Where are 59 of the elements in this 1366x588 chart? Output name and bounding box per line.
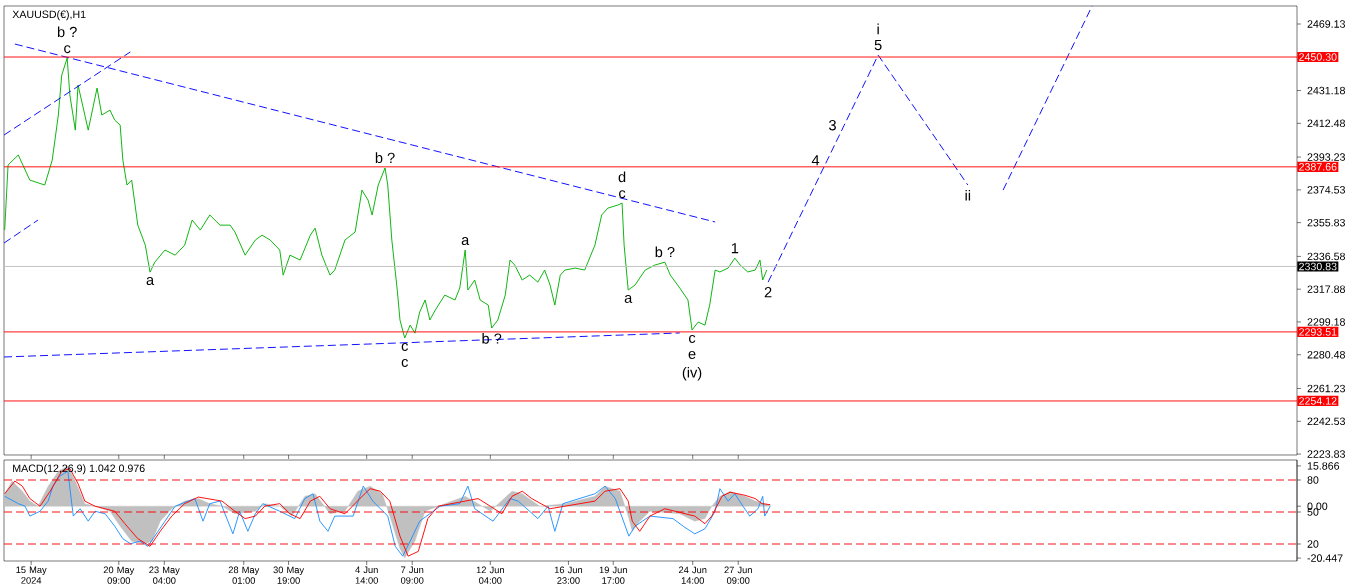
y2-tick-label: 80 xyxy=(1307,476,1319,484)
y-tick-label: 2374.53 xyxy=(1307,186,1345,194)
ref-line-label: 2254.12 xyxy=(1299,397,1337,405)
y-tick-label: 2280.48 xyxy=(1307,350,1345,359)
annotation: a xyxy=(461,237,470,246)
x-tick-label: 4 Jun 14:00 xyxy=(355,566,378,584)
annotation: 3 xyxy=(829,120,836,131)
x-tick-label: 24 Jun 14:00 xyxy=(678,566,707,584)
line-series xyxy=(767,54,969,283)
annotation: a xyxy=(624,294,633,303)
x-tick-label: 16 Jun 23:00 xyxy=(554,566,583,584)
annotation: 4 xyxy=(811,155,820,166)
x-tick-label: 23 May 04:00 xyxy=(149,566,180,584)
annotation: c xyxy=(401,343,408,351)
annotation: 1 xyxy=(731,243,739,254)
annotation: b ? xyxy=(375,152,395,164)
ref-line-label: 2293.51 xyxy=(1299,328,1337,336)
x-tick-label: 19 Jun 17:00 xyxy=(599,566,627,584)
annotation: c xyxy=(401,359,408,367)
y-tick-label: 2355.83 xyxy=(1307,218,1345,227)
y-tick-label: 2431.18 xyxy=(1307,86,1345,95)
y-tick-label: 15.866 xyxy=(1307,462,1340,470)
annotation: e xyxy=(688,350,696,359)
y-tick-label: 2393.23 xyxy=(1307,153,1345,161)
annotation: ii xyxy=(965,189,971,201)
annotation: i xyxy=(877,23,879,35)
annotation: c xyxy=(619,190,626,199)
y-tick-label: 2242.53 xyxy=(1307,417,1345,426)
y-tick-label: 2261.23 xyxy=(1307,384,1345,393)
annotation: 2 xyxy=(764,287,772,298)
annotation: c xyxy=(689,334,696,343)
annotation: (iv) xyxy=(682,366,702,381)
y-tick-label: 2223.83 xyxy=(1307,450,1345,458)
y-tick-label: 0.00 xyxy=(1307,502,1328,510)
y-tick-label: -20.447 xyxy=(1307,554,1343,562)
y-tick-label: 2317.88 xyxy=(1307,285,1345,293)
x-tick-label: 7 Jun 09:00 xyxy=(400,566,424,584)
y-tick-label: 2412.48 xyxy=(1307,119,1345,128)
y-tick-label: 2299.18 xyxy=(1307,318,1345,326)
ref-line-label: 2450.30 xyxy=(1299,53,1337,61)
y-tick-label: 2469.13 xyxy=(1307,20,1345,28)
annotation: b ? xyxy=(655,246,675,258)
annotation: c xyxy=(64,45,71,54)
ref-line-label: 2387.66 xyxy=(1299,163,1337,171)
annotation: 5 xyxy=(874,39,882,51)
x-tick-label: 20 May 09:00 xyxy=(103,566,135,584)
x-tick-label: 30 May 19:00 xyxy=(273,566,305,584)
annotation: a xyxy=(146,277,155,286)
chart-title: XAUUSD(€),H1 xyxy=(12,10,86,21)
y2-tick-label: 50 xyxy=(1307,508,1319,516)
x-tick-label: 28 May 01:00 xyxy=(228,566,260,584)
ref-line-label: 2330.83 xyxy=(1299,262,1337,271)
annotation: d xyxy=(618,171,626,183)
x-tick-label: 15 May 2024 xyxy=(16,566,47,584)
y2-tick-label: 20 xyxy=(1307,540,1319,548)
x-tick-label: 27 Jun 09:00 xyxy=(724,566,752,584)
x-tick-label: 12 Jun 04:00 xyxy=(476,566,504,584)
y-tick-label: 2336.58 xyxy=(1307,252,1345,261)
annotation: b ? xyxy=(57,26,77,38)
